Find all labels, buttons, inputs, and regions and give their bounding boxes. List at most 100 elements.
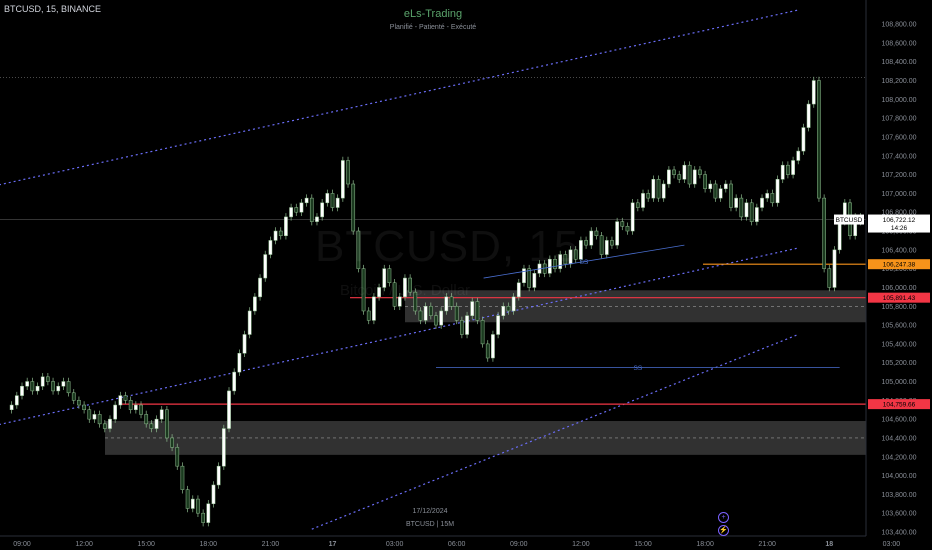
trendline (483, 244, 685, 279)
bull-candle (589, 230, 594, 246)
bear-candle (817, 80, 821, 199)
bear-candle (553, 258, 557, 269)
bear-candle (713, 183, 718, 199)
bull-candle (470, 301, 475, 316)
bear-candle (573, 249, 578, 260)
annotations: SS SS (436, 244, 840, 372)
bull-candle (325, 193, 330, 204)
bull-candle (496, 315, 500, 335)
bull-candle (118, 395, 123, 406)
y-tick-label: 107,200.00 (881, 172, 916, 179)
bull-candle (9, 404, 14, 410)
bear-candle (786, 164, 790, 175)
level-tag-text: 105,891.43 (883, 295, 916, 302)
y-tick-label: 106,000.00 (881, 285, 916, 292)
bear-candle (294, 207, 299, 213)
bull-candle (154, 418, 159, 429)
bear-candle (97, 414, 102, 425)
level-tag-text: 106,247.38 (883, 261, 916, 268)
y-tick-label: 107,800.00 (881, 116, 916, 123)
bull-candle (682, 164, 687, 180)
bear-candle (278, 230, 283, 236)
x-tick-label: 17 (329, 541, 337, 548)
bear-candle (646, 193, 651, 199)
level-tag (868, 259, 930, 270)
bull-candle (61, 381, 66, 387)
bear-candle (66, 381, 71, 394)
lightning-icon[interactable]: ⚡ (718, 525, 729, 536)
bull-candle (444, 296, 449, 312)
bear-candle (594, 230, 599, 236)
bull-candle (397, 296, 402, 307)
bull-candle (377, 287, 381, 298)
x-tick-label: 15:00 (137, 541, 155, 548)
bull-candle (579, 240, 583, 260)
bull-candle (134, 404, 138, 410)
bull-candle (630, 202, 635, 232)
bear-candle (201, 512, 205, 523)
bull-candle (190, 498, 195, 509)
current-price-text: 106,722.12 (883, 217, 916, 224)
bull-candle (558, 254, 563, 269)
bear-candle (144, 414, 149, 425)
bull-candle (35, 385, 40, 392)
bear-candle (460, 320, 464, 335)
y-tick-label: 106,200.00 (881, 266, 916, 273)
bull-candle (765, 193, 770, 199)
y-tick-label: 105,000.00 (881, 379, 916, 386)
bear-candle (87, 409, 92, 420)
bear-candle (330, 193, 335, 208)
symbol-tag-text: BTCUSD (836, 217, 863, 224)
demand-zones (0, 77, 866, 455)
bull-candle (284, 216, 288, 236)
bull-candle (108, 418, 112, 429)
bull-candle (268, 240, 273, 255)
bear-candle (584, 240, 588, 246)
bull-candle (791, 160, 795, 175)
bull-candle (522, 268, 526, 284)
bear-candle (51, 381, 55, 392)
x-tick-label: 12:00 (572, 541, 590, 548)
bull-candle (242, 334, 247, 354)
y-tick-label: 105,800.00 (881, 304, 916, 311)
bull-candle (40, 376, 45, 387)
x-tick-label: 21:00 (262, 541, 280, 548)
bull-candle (299, 202, 304, 213)
bear-candle (770, 193, 775, 204)
bear-candle (387, 268, 392, 284)
symbol-tag (834, 214, 864, 225)
bear-candle (413, 291, 418, 312)
bull-candle (775, 179, 780, 204)
bull-candle (403, 277, 407, 298)
bear-candle (749, 202, 754, 222)
bull-candle (501, 306, 506, 316)
bull-candle (801, 127, 806, 152)
bull-candle (755, 207, 759, 222)
bear-candle (309, 197, 314, 222)
bear-candle (428, 306, 433, 316)
symbol-watermark-sub: Bitcoin / U.S. Dollar (340, 282, 471, 299)
price-channel (0, 9, 799, 530)
bull-candle (718, 188, 723, 199)
bear-candle (610, 240, 614, 246)
bull-candle (263, 254, 268, 279)
bull-candle (113, 404, 118, 420)
x-tick-label: 18:00 (200, 541, 218, 548)
bull-candle (667, 169, 671, 185)
bear-candle (361, 268, 366, 312)
bull-candle (423, 306, 428, 321)
bull-candle (734, 197, 738, 208)
bear-candle (102, 423, 107, 429)
bear-candle (620, 221, 625, 227)
bull-candle (20, 385, 24, 396)
bull-candle (548, 258, 552, 274)
add-icon[interactable]: + (718, 512, 729, 523)
bull-candle (439, 310, 444, 326)
symbol-watermark: BTCUSD, 15 (315, 222, 580, 271)
y-tick-label: 108,600.00 (881, 40, 916, 47)
bear-candle (703, 174, 707, 189)
bull-candle (320, 202, 324, 218)
bull-candle (335, 197, 340, 208)
